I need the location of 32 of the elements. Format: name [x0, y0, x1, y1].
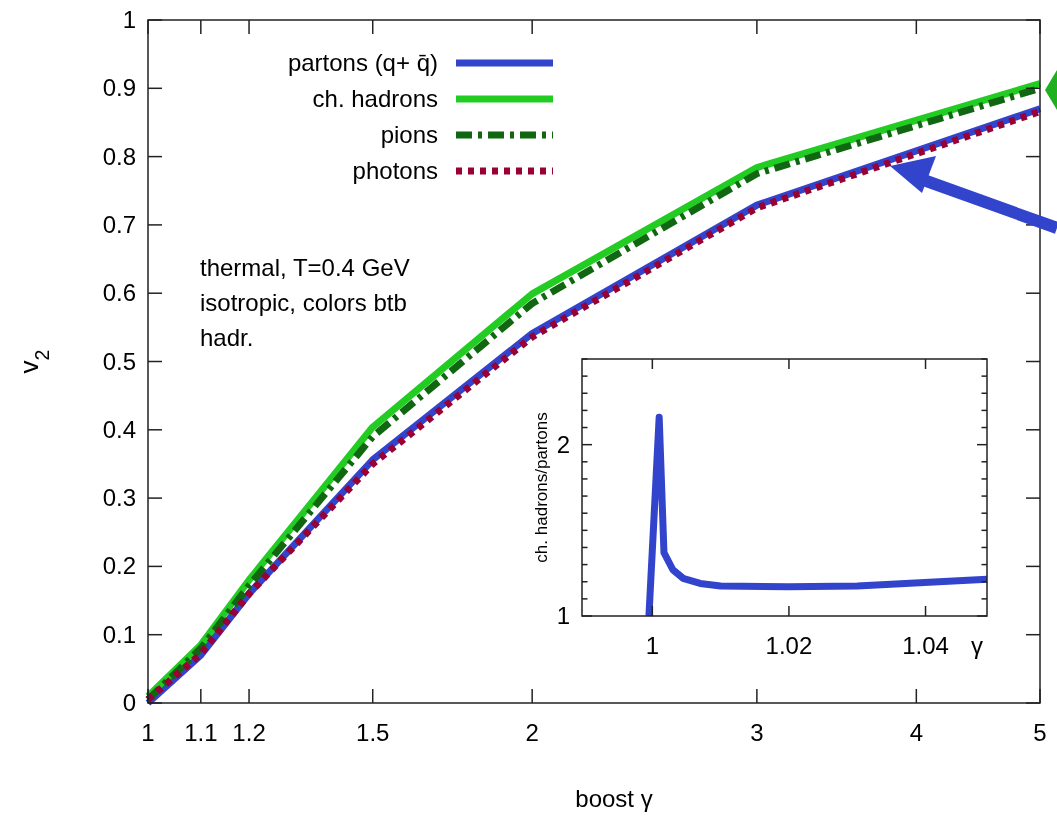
legend-label: partons (q+ q̄) [287, 49, 438, 76]
x-tick-label: 1.2 [232, 719, 266, 746]
annotation: isotropic, colors btb [200, 289, 407, 316]
x-tick-label: 5 [1033, 719, 1047, 746]
y-tick-label: 0.2 [102, 552, 136, 580]
annotation: hadr. [200, 324, 254, 351]
y-tick-label: 0.9 [102, 74, 136, 102]
x-tick-label: 1.04 [902, 632, 949, 659]
x-tick-label: 1.5 [356, 719, 390, 746]
y-tick-label: 0.8 [102, 142, 136, 170]
y-tick-label: 0.3 [102, 484, 136, 512]
y-axis-title: ch. hadrons/partons [532, 412, 551, 563]
y-tick-label: 0.7 [102, 210, 136, 238]
y-tick-label: 0 [122, 689, 136, 716]
legend-label: ch. hadrons [312, 85, 438, 112]
x-tick-label: 2 [525, 719, 539, 746]
legend-label: photons [352, 157, 438, 184]
y-tick-label: 0.6 [102, 279, 136, 307]
y-tick-label: 1 [122, 6, 136, 33]
x-tick-label: 4 [909, 719, 924, 746]
x-tick-label: 1.1 [184, 719, 218, 746]
x-tick-label: 3 [750, 719, 764, 746]
y-tick-label: 0.1 [102, 620, 136, 648]
y-tick-label: 0.5 [102, 347, 136, 375]
x-tick-label: 1.02 [765, 632, 813, 659]
x-tick-label: 1 [141, 719, 155, 746]
x-tick-label: 1 [645, 632, 660, 659]
x-axis-title: boost γ [575, 785, 653, 812]
legend-label: pions [380, 121, 438, 148]
y-tick-label: 0.4 [102, 415, 136, 443]
annotation: thermal, T=0.4 GeV [200, 254, 410, 281]
x-axis-title: γ [971, 632, 983, 659]
